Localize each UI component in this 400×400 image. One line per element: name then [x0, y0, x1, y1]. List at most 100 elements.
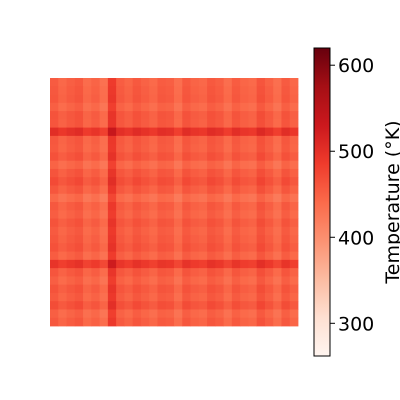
- heatmap-cell: [273, 177, 282, 186]
- heatmap-cell: [240, 102, 249, 112]
- heatmap-cell: [140, 235, 150, 244]
- heatmap-cell: [215, 102, 224, 112]
- heatmap-cell: [215, 226, 224, 236]
- heatmap-cell: [198, 177, 208, 186]
- heatmap-cell: [231, 127, 241, 137]
- heatmap-cell: [182, 317, 191, 327]
- heatmap-cell: [248, 317, 258, 327]
- heatmap-cell: [240, 292, 249, 302]
- heatmap-cell: [231, 177, 241, 186]
- heatmap-cell: [240, 210, 249, 219]
- heatmap-cell: [91, 226, 100, 236]
- heatmap-cell: [124, 251, 134, 261]
- heatmap-cell: [83, 218, 92, 228]
- heatmap-cell: [91, 243, 100, 252]
- heatmap-cell: [66, 127, 76, 137]
- heatmap-cell: [91, 284, 100, 294]
- heatmap-cell: [207, 276, 216, 286]
- heatmap-cell: [281, 185, 291, 195]
- heatmap-cell: [281, 235, 291, 244]
- heatmap-cell: [273, 160, 282, 170]
- heatmap-cell: [99, 243, 109, 252]
- heatmap-cell: [140, 160, 150, 170]
- heatmap-cell: [91, 309, 100, 319]
- heatmap-cell: [116, 168, 125, 178]
- heatmap-cell: [256, 218, 266, 228]
- heatmap-cell: [264, 168, 274, 178]
- heatmap-cell: [182, 78, 191, 87]
- heatmap-cell: [198, 259, 208, 269]
- heatmap-cell: [174, 210, 183, 219]
- heatmap-cell: [91, 127, 100, 137]
- heatmap-cell: [256, 243, 266, 252]
- heatmap-cell: [66, 119, 76, 128]
- heatmap-cell: [107, 301, 117, 310]
- heatmap-cell: [83, 317, 92, 327]
- heatmap-cell: [165, 210, 175, 219]
- heatmap-cell: [91, 168, 100, 178]
- heatmap-cell: [215, 202, 224, 211]
- heatmap-cell: [240, 168, 249, 178]
- heatmap-cell: [74, 276, 84, 286]
- heatmap-cell: [223, 268, 233, 277]
- heatmap-cell: [83, 127, 92, 137]
- heatmap-cell: [207, 235, 216, 244]
- heatmap-cell: [174, 243, 183, 252]
- heatmap-cell: [124, 301, 134, 310]
- heatmap-cell: [116, 111, 125, 120]
- heatmap-cell: [264, 259, 274, 269]
- heatmap-cell: [240, 152, 249, 162]
- heatmap-cell: [50, 226, 59, 236]
- heatmap-cell: [240, 317, 249, 327]
- heatmap-cell: [132, 177, 142, 186]
- heatmap-cell: [157, 86, 167, 95]
- heatmap-cell: [289, 193, 299, 203]
- heatmap-cell: [207, 309, 216, 319]
- heatmap-cell: [165, 301, 175, 310]
- heatmap-cell: [273, 251, 282, 261]
- heatmap-cell: [223, 144, 233, 153]
- heatmap-cell: [215, 127, 224, 137]
- heatmap-cell: [223, 309, 233, 319]
- heatmap-cell: [99, 86, 109, 95]
- heatmap-cell: [107, 78, 117, 87]
- heatmap-cell: [124, 210, 134, 219]
- heatmap-cell: [207, 202, 216, 211]
- heatmap-cell: [140, 144, 150, 153]
- heatmap-cell: [124, 292, 134, 302]
- heatmap-cell: [124, 185, 134, 195]
- heatmap-cell: [256, 251, 266, 261]
- heatmap-cell: [190, 218, 200, 228]
- heatmap-cell: [174, 185, 183, 195]
- heatmap-cell: [248, 152, 258, 162]
- heatmap-cell: [240, 119, 249, 128]
- heatmap-cell: [140, 152, 150, 162]
- heatmap-cell: [240, 144, 249, 153]
- heatmap-cell: [66, 185, 76, 195]
- heatmap-cell: [289, 226, 299, 236]
- heatmap-cell: [207, 160, 216, 170]
- heatmap-cell: [116, 218, 125, 228]
- heatmap-cell: [248, 193, 258, 203]
- heatmap-cell: [240, 235, 249, 244]
- heatmap-cell: [198, 160, 208, 170]
- heatmap-cell: [190, 309, 200, 319]
- heatmap-cell: [248, 284, 258, 294]
- heatmap-cell: [132, 235, 142, 244]
- heatmap-cell: [58, 268, 67, 277]
- heatmap-cell: [256, 309, 266, 319]
- heatmap-cell: [240, 160, 249, 170]
- heatmap-cell: [264, 210, 274, 219]
- heatmap-cell: [198, 102, 208, 112]
- heatmap-cell: [289, 259, 299, 269]
- heatmap-cell: [240, 251, 249, 261]
- heatmap-cell: [124, 193, 134, 203]
- heatmap-cell: [182, 177, 191, 186]
- heatmap-cell: [207, 210, 216, 219]
- heatmap-cell: [248, 86, 258, 95]
- heatmap-cell: [165, 152, 175, 162]
- heatmap-cell: [223, 152, 233, 162]
- heatmap-cell: [256, 86, 266, 95]
- heatmap-cell: [207, 177, 216, 186]
- heatmap-cell: [190, 251, 200, 261]
